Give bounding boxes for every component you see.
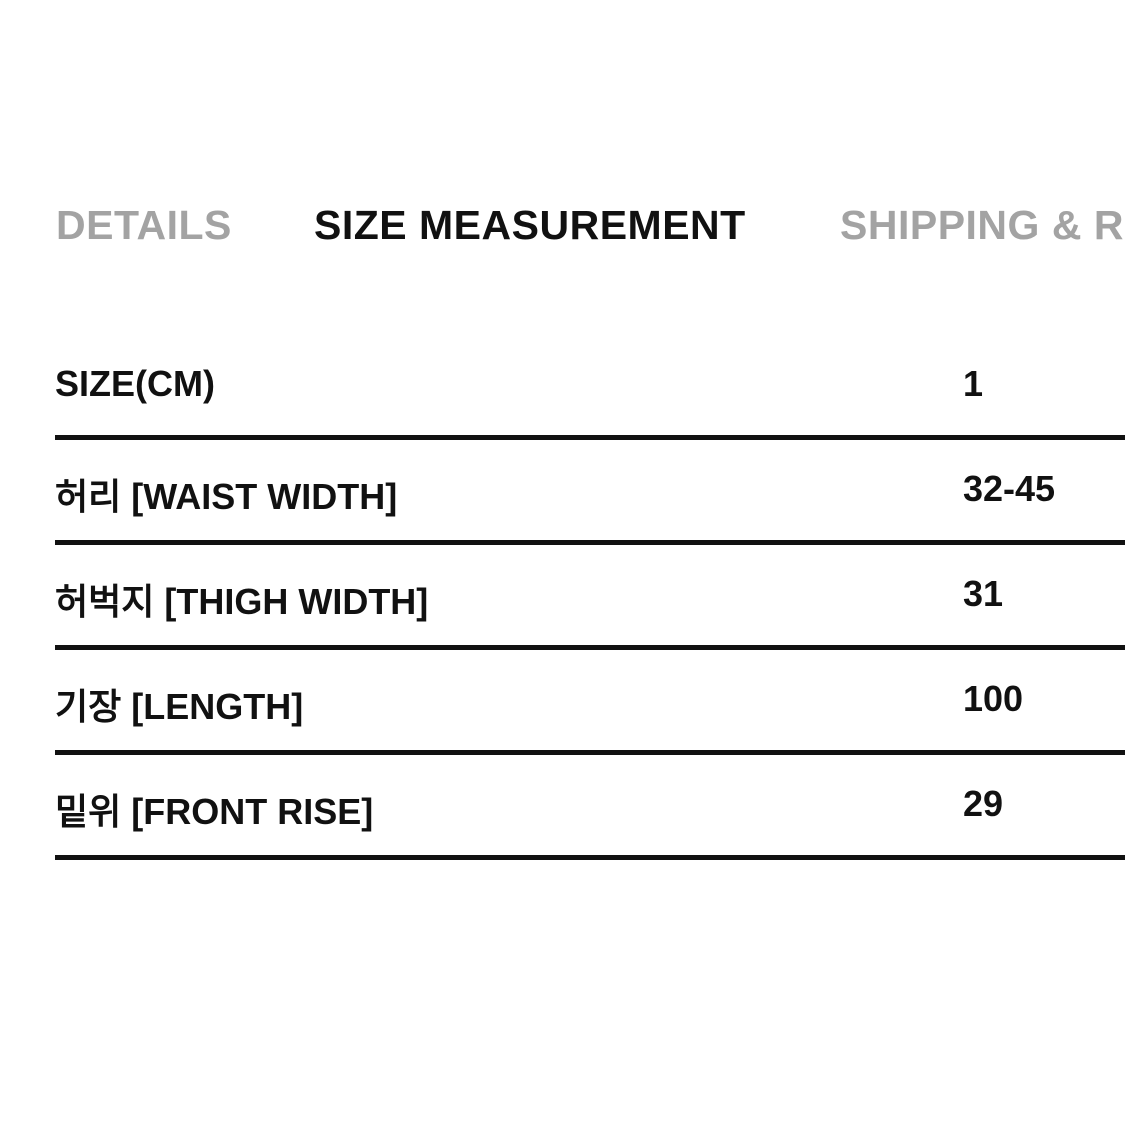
row-label: 허리 [WAIST WIDTH] [55,476,398,517]
table-row: 밑위 [FRONT RISE] 29 [55,755,1125,860]
header-label: SIZE(CM) [55,363,215,404]
row-value: 32-45 [963,468,1056,509]
row-value: 100 [963,678,1024,719]
tab-size-measurement[interactable]: SIZE MEASUREMENT [314,202,746,248]
table-row: 허벅지 [THIGH WIDTH] 31 [55,545,1125,650]
row-label: 허벅지 [THIGH WIDTH] [55,581,429,622]
table-row: 허리 [WAIST WIDTH] 32-45 [55,440,1125,545]
table-row: 기장 [LENGTH] 100 [55,650,1125,755]
row-label: 밑위 [FRONT RISE] [55,791,374,832]
row-value: 29 [963,783,1004,824]
tab-shipping-returns[interactable]: SHIPPING & R [840,202,1124,248]
size-table: SIZE(CM) 1 허리 [WAIST WIDTH] 32-45 허벅지 [T… [55,335,1125,860]
row-label: 기장 [LENGTH] [55,686,304,727]
tab-details[interactable]: DETAILS [56,202,232,248]
table-header-row: SIZE(CM) 1 [55,335,1125,440]
row-value: 31 [963,573,1004,614]
header-value: 1 [963,363,984,404]
